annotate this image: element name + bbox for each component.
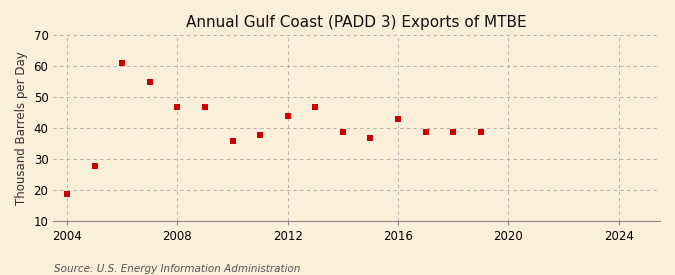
Y-axis label: Thousand Barrels per Day: Thousand Barrels per Day	[15, 51, 28, 205]
Point	[310, 104, 321, 109]
Point	[227, 139, 238, 143]
Point	[172, 104, 183, 109]
Point	[338, 129, 348, 134]
Point	[282, 114, 293, 118]
Point	[144, 80, 155, 84]
Point	[200, 104, 211, 109]
Point	[421, 129, 431, 134]
Point	[393, 117, 404, 121]
Point	[365, 136, 376, 140]
Point	[254, 132, 265, 137]
Point	[475, 129, 486, 134]
Point	[448, 129, 458, 134]
Point	[61, 191, 72, 196]
Point	[89, 163, 100, 168]
Title: Annual Gulf Coast (PADD 3) Exports of MTBE: Annual Gulf Coast (PADD 3) Exports of MT…	[186, 15, 527, 30]
Text: Source: U.S. Energy Information Administration: Source: U.S. Energy Information Administ…	[54, 264, 300, 274]
Point	[117, 61, 128, 65]
